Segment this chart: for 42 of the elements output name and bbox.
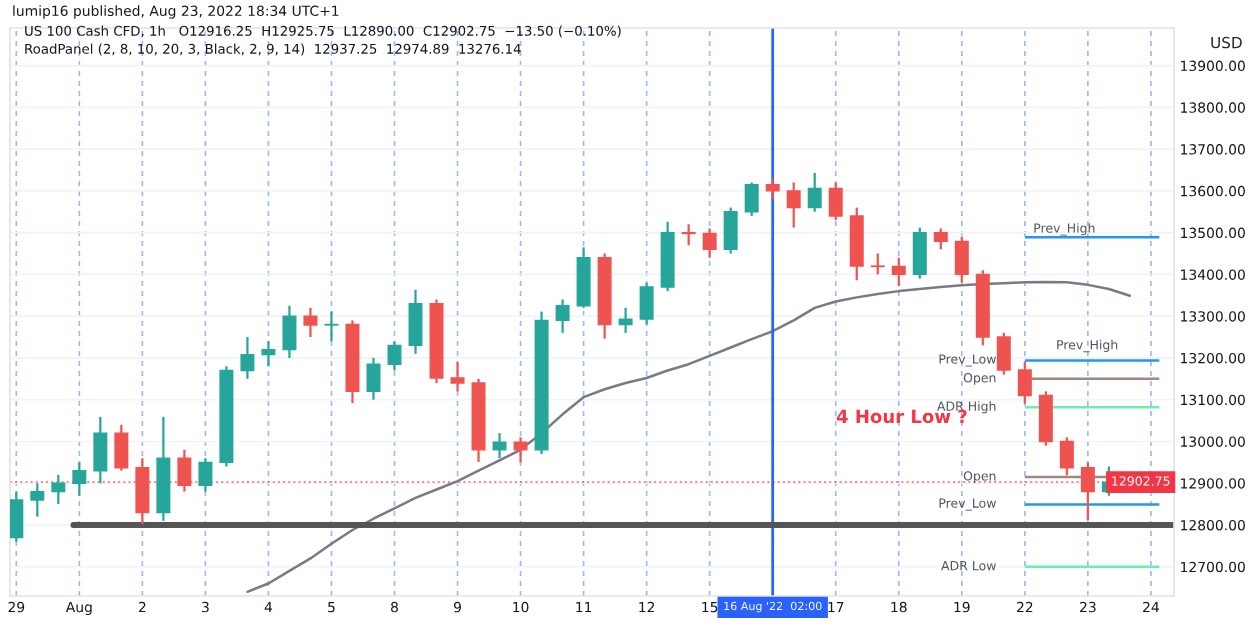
candlestick [870,252,885,276]
candlestick [30,482,45,518]
candlestick [786,181,801,229]
candlestick [933,227,948,251]
candlestick [618,306,633,334]
candlestick [72,461,87,497]
candlestick [639,281,654,326]
annotation: 4 Hour Low ? [836,409,967,424]
candlestick [954,235,969,284]
candlestick [744,181,759,218]
candlestick [807,171,822,213]
candlestick [387,340,402,372]
candlestick [10,490,24,543]
candlestick [324,310,339,343]
candlestick [282,304,297,360]
candlestick [723,206,738,255]
candlestick [135,457,150,526]
candlestick [114,423,129,472]
candlestick [261,340,276,368]
candlestick [702,227,717,259]
candlestick [1080,461,1095,522]
candlestick [93,415,108,485]
candlestick [828,181,843,222]
candlestick [177,448,192,493]
candlestick [198,457,213,493]
candlestick [492,432,507,460]
candlestick [1038,390,1053,447]
candlestick [765,177,780,201]
candlestick [51,473,66,506]
candlestick [303,306,318,339]
candlestick [1059,436,1074,477]
candlestick [240,335,255,380]
candlestick [996,331,1011,376]
candlestick [450,361,465,393]
candlestick [366,356,381,401]
candlestick [912,226,927,280]
candlestick [555,298,570,334]
candlestick [891,256,906,288]
candlestick [681,223,696,247]
candlestick [513,436,528,464]
candlestick [1017,361,1032,405]
candlestick [408,288,423,355]
